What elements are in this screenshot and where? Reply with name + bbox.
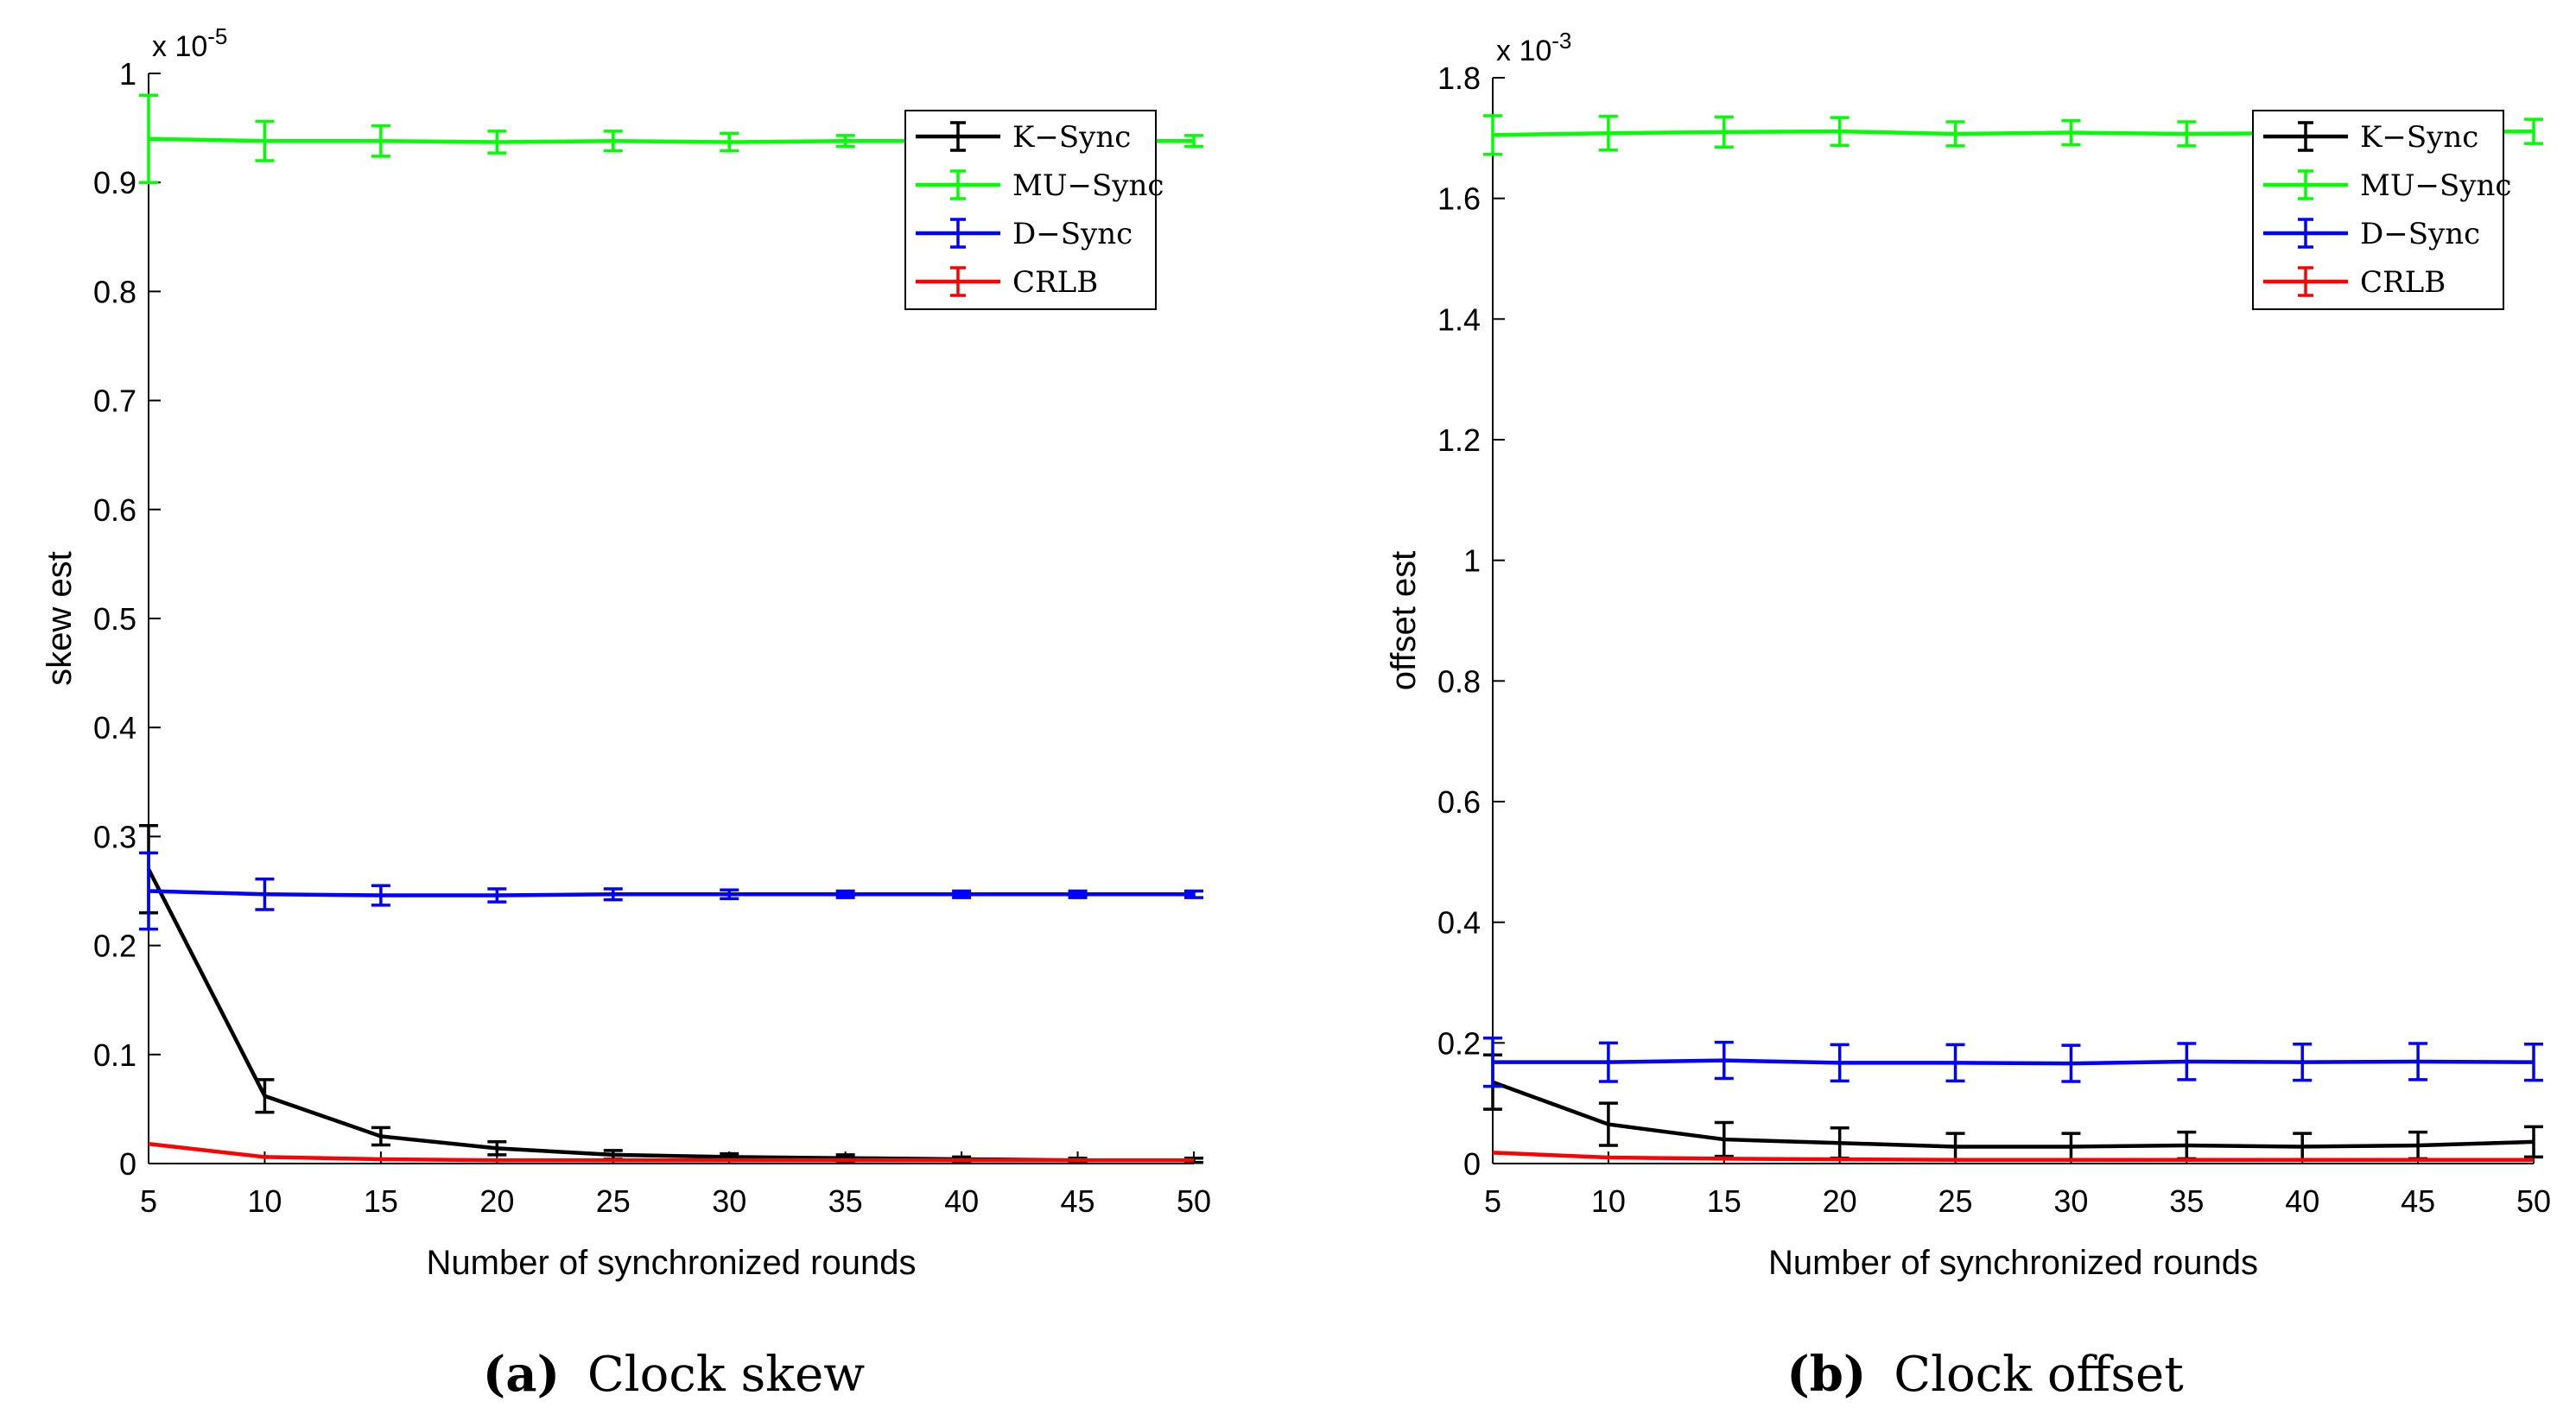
exponent-label: x 10-5 bbox=[152, 23, 227, 63]
y-tick-label: 0 bbox=[119, 1146, 136, 1182]
y-tick-label: 1 bbox=[119, 56, 136, 92]
legend: K−Sync MU−Sync D−Sync CRLB bbox=[2252, 110, 2511, 310]
x-tick-label: 20 bbox=[479, 1183, 514, 1219]
y-tick-label: 0.4 bbox=[1437, 905, 1481, 941]
x-tick-label: 45 bbox=[2401, 1183, 2435, 1219]
y-axis-label: offset est bbox=[1385, 551, 1423, 691]
series-crlb bbox=[148, 1142, 1194, 1163]
x-tick-label: 25 bbox=[596, 1183, 631, 1219]
y-tick-label: 0.2 bbox=[1437, 1025, 1481, 1061]
x-tick-label: 20 bbox=[1823, 1183, 1857, 1219]
y-tick-label: 1.6 bbox=[1437, 181, 1481, 217]
x-axis-label: Number of synchronized rounds bbox=[427, 1244, 917, 1282]
x-tick-label: 10 bbox=[247, 1183, 282, 1219]
y-tick-label: 0.1 bbox=[93, 1037, 136, 1073]
x-tick-label: 15 bbox=[364, 1183, 398, 1219]
x-tick-label: 35 bbox=[828, 1183, 863, 1219]
y-tick-label: 0.6 bbox=[93, 492, 136, 528]
series-d-sync bbox=[139, 851, 1203, 931]
legend-label-mu-sync: MU−Sync bbox=[2360, 168, 2511, 203]
y-tick-label: 0.6 bbox=[1437, 784, 1481, 820]
legend-label-k-sync: K−Sync bbox=[1012, 120, 1131, 155]
legend-label-d-sync: D−Sync bbox=[1012, 217, 1133, 251]
series-line-crlb bbox=[148, 1142, 1194, 1163]
legend-box bbox=[904, 110, 1157, 310]
caption-a: (a) Clock skew bbox=[483, 1346, 865, 1403]
y-tick-label: 0.5 bbox=[93, 601, 136, 637]
x-tick-label: 30 bbox=[2053, 1183, 2088, 1219]
series-crlb bbox=[1492, 1151, 2534, 1163]
x-tick-label: 50 bbox=[1177, 1183, 1211, 1219]
exponent-label: x 10-3 bbox=[1496, 28, 1571, 67]
y-tick-label: 0.4 bbox=[93, 710, 136, 745]
series-line-k-sync bbox=[146, 868, 1194, 1163]
legend-label-mu-sync: MU−Sync bbox=[1012, 168, 1164, 203]
caption-b: (b) Clock offset bbox=[1786, 1346, 2184, 1403]
y-tick-label: 1.2 bbox=[1437, 422, 1481, 458]
panel-a-chart: 00.10.20.30.40.50.60.70.80.915 10 15 20 25 30… bbox=[41, 23, 1211, 1282]
legend-label-d-sync: D−Sync bbox=[2360, 217, 2480, 251]
legend-label-k-sync: K−Sync bbox=[2360, 120, 2478, 155]
x-tick-label: 35 bbox=[2169, 1183, 2204, 1219]
series-line-k-sync bbox=[1492, 1080, 2535, 1149]
x-axis-label: Number of synchronized rounds bbox=[1768, 1244, 2258, 1282]
legend-label-crlb: CRLB bbox=[2360, 265, 2446, 300]
series-line-d-sync bbox=[148, 889, 1194, 897]
y-axis-label: skew est bbox=[41, 551, 79, 686]
series-k-sync bbox=[1483, 1053, 2543, 1162]
y-tick-label: 0.9 bbox=[93, 165, 136, 200]
x-tick-label: 50 bbox=[2516, 1183, 2551, 1219]
panel-b-chart: 0 0.2 0.4 0.6 0.8 1 1.2 1.4 1.6 1.8 5 10 15 20 25 30 35 4… bbox=[1385, 28, 2551, 1282]
x-tick-label: 45 bbox=[1061, 1183, 1095, 1219]
series-line-d-sync bbox=[1493, 1058, 2535, 1066]
series-d-sync bbox=[1483, 1036, 2543, 1088]
series-line-crlb bbox=[1492, 1151, 2534, 1163]
caption-b-label: (b) bbox=[1786, 1346, 1866, 1403]
x-tick-label: 10 bbox=[1591, 1183, 1626, 1219]
y-tick-label: 0.8 bbox=[93, 274, 136, 309]
y-tick-label: 0 bbox=[1463, 1146, 1481, 1182]
x-tick-label: 5 bbox=[140, 1183, 157, 1219]
y-tick-label: 1.8 bbox=[1437, 60, 1481, 96]
x-tick-label: 5 bbox=[1484, 1183, 1501, 1219]
x-tick-label: 40 bbox=[944, 1183, 979, 1219]
y-tick-label: 0.3 bbox=[93, 819, 136, 854]
x-tick-label: 40 bbox=[2285, 1183, 2319, 1219]
x-tick-label: 30 bbox=[712, 1183, 746, 1219]
legend: K−Sync MU−Sync D−Sync CRLB bbox=[904, 110, 1164, 310]
series-k-sync bbox=[139, 824, 1203, 1164]
legend-label-crlb: CRLB bbox=[1012, 265, 1098, 300]
caption-b-text: Clock offset bbox=[1894, 1347, 2184, 1403]
y-tick-label: 1.4 bbox=[1437, 301, 1481, 337]
x-tick-label: 25 bbox=[1938, 1183, 1973, 1219]
y-tick-label: 0.7 bbox=[93, 384, 136, 419]
y-tick-label: 0.8 bbox=[1437, 663, 1481, 699]
x-tick-label: 15 bbox=[1707, 1183, 1742, 1219]
legend-box bbox=[2252, 110, 2504, 310]
y-tick-label: 0.2 bbox=[93, 929, 136, 964]
y-tick-label: 1 bbox=[1463, 543, 1481, 579]
caption-a-label: (a) bbox=[483, 1346, 560, 1403]
caption-a-text: Clock skew bbox=[587, 1347, 865, 1403]
